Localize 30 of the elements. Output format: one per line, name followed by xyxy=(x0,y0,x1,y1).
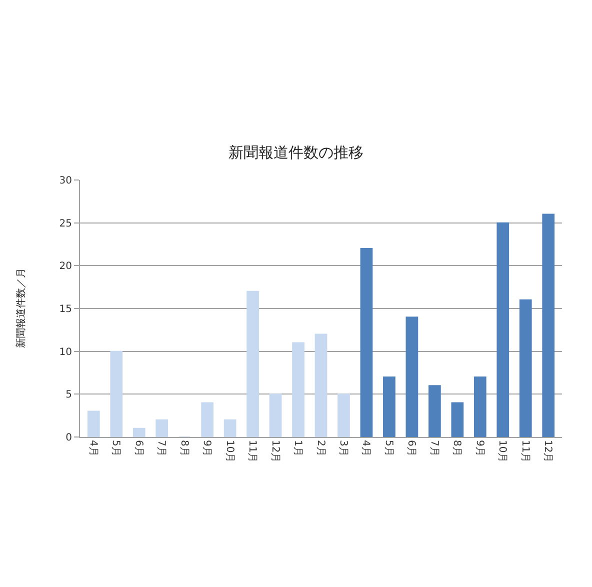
x-tick-label: 4月 xyxy=(87,440,98,456)
x-tick-label: 10月 xyxy=(496,440,508,463)
y-axis-title: 新聞報道件数／月 xyxy=(15,268,28,348)
x-tick-label: 12月 xyxy=(269,440,280,463)
chart-title: 新聞報道件数の推移 xyxy=(228,143,364,162)
y-tick-label: 10 xyxy=(59,346,72,358)
y-tick-label: 25 xyxy=(59,218,72,230)
y-tick-label: 15 xyxy=(59,304,72,315)
y-tick-label: 5 xyxy=(66,390,72,401)
x-tick-label: 12月 xyxy=(542,440,554,463)
x-tick-label: 10月 xyxy=(224,440,235,463)
x-tick-label: 8月 xyxy=(178,440,190,456)
x-tick-label: 2月 xyxy=(314,440,326,456)
x-tick-label: 5月 xyxy=(382,440,394,456)
x-tick-label: 6月 xyxy=(406,440,417,456)
y-tick-label: 0 xyxy=(66,432,72,444)
x-tick-label: 11月 xyxy=(246,440,258,463)
x-tick-label: 11月 xyxy=(519,440,530,463)
x-tick-label: 1月 xyxy=(292,440,304,456)
x-tick-label: 3月 xyxy=(337,440,348,456)
x-tick-label: 9月 xyxy=(474,440,485,456)
x-tick-label: 5月 xyxy=(110,440,122,456)
x-tick-label: 6月 xyxy=(132,440,144,456)
x-tick-label: 9月 xyxy=(201,440,212,456)
x-tick-label: 7月 xyxy=(156,440,167,456)
x-tick-label: 4月 xyxy=(360,440,372,456)
y-tick-label: 20 xyxy=(59,261,72,272)
x-tick-label: 7月 xyxy=(428,440,440,456)
x-tick-label: 8月 xyxy=(451,440,462,456)
y-tick-label: 30 xyxy=(59,176,72,186)
